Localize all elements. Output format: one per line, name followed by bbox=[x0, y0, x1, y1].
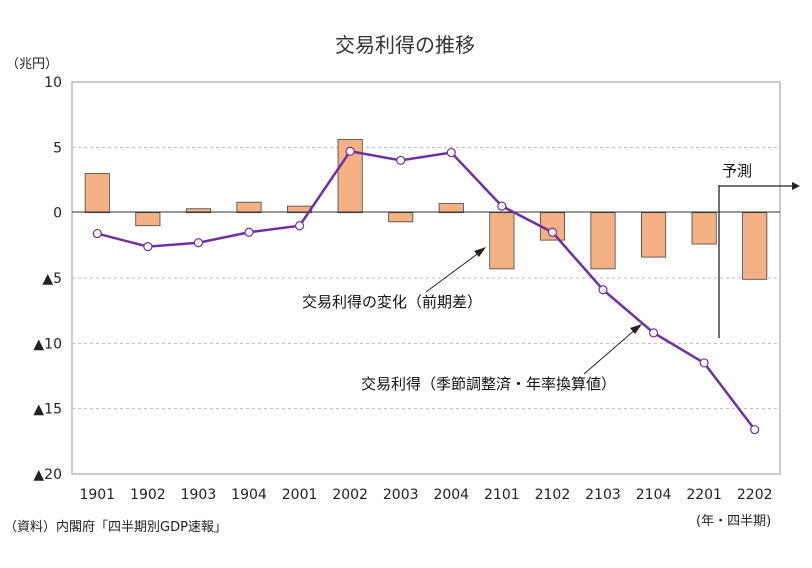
line-series bbox=[92, 146, 760, 435]
line-point bbox=[193, 238, 204, 248]
bar-annotation-arrow-line bbox=[425, 251, 481, 293]
x-tick-label: 2104 bbox=[636, 487, 672, 503]
line-point bbox=[396, 155, 406, 165]
bar bbox=[691, 212, 717, 245]
line-point bbox=[294, 221, 305, 231]
source-note: （資料）内閣府「四半期別GDP速報」 bbox=[4, 519, 227, 535]
line-point bbox=[497, 201, 507, 211]
bar bbox=[742, 212, 768, 280]
x-tick-label: 1902 bbox=[130, 487, 166, 503]
gridlines bbox=[72, 146, 780, 410]
bar-series-label: 交易利得の変化（前期差） bbox=[302, 293, 482, 311]
bar bbox=[236, 201, 262, 214]
line-point bbox=[143, 242, 153, 252]
line-point bbox=[92, 228, 102, 239]
y-tick-label: ▲15 bbox=[33, 402, 62, 418]
bar-annotation-arrowhead bbox=[474, 247, 486, 257]
y-tick-label: 5 bbox=[53, 140, 62, 156]
y-tick-label: ▲20 bbox=[33, 467, 62, 483]
x-tick-label: 2201 bbox=[686, 487, 722, 503]
forecast-arrowhead bbox=[792, 182, 800, 190]
bar bbox=[438, 203, 464, 214]
line-point bbox=[598, 285, 608, 295]
line-point bbox=[699, 358, 709, 368]
line-point bbox=[750, 424, 760, 435]
x-tick-label: 2202 bbox=[737, 487, 773, 503]
bar-series bbox=[84, 139, 768, 280]
bar bbox=[388, 212, 414, 223]
x-axis-unit: (年・四半期) bbox=[696, 514, 771, 529]
line-point bbox=[446, 147, 456, 158]
bar bbox=[641, 212, 667, 258]
x-tick-label: 2001 bbox=[282, 487, 318, 503]
x-tick-label: 2102 bbox=[535, 487, 571, 503]
bar bbox=[135, 212, 161, 227]
x-tick-label: 2003 bbox=[383, 487, 419, 503]
line-point bbox=[648, 328, 659, 338]
x-tick-label: 1903 bbox=[181, 487, 217, 503]
line-annotation-arrowhead bbox=[630, 324, 642, 334]
line-point bbox=[547, 227, 558, 237]
y-tick-label: 10 bbox=[44, 75, 62, 91]
bar bbox=[84, 173, 110, 214]
x-tick-labels: 1901 1902 1903 1904 2001 2002 2003 2004 2101 2102… bbox=[79, 487, 772, 503]
line-series-label: 交易利得（季節調整済・年率換算値） bbox=[361, 375, 616, 393]
forecast-label: 予測 bbox=[722, 162, 752, 180]
bar bbox=[185, 208, 211, 214]
line-annotation-arrow-line bbox=[583, 328, 637, 375]
x-tick-label: 1904 bbox=[231, 487, 267, 503]
y-tick-label: ▲5 bbox=[42, 271, 62, 287]
y-tick-label: ▲10 bbox=[33, 336, 62, 352]
line-point bbox=[244, 227, 254, 237]
y-tick-labels: 10 5 0 ▲5 ▲10 ▲15 ▲20 bbox=[33, 75, 62, 483]
x-tick-label: 1901 bbox=[79, 487, 115, 503]
x-tick-label: 2002 bbox=[332, 487, 368, 503]
series-line bbox=[96, 149, 756, 431]
line-point bbox=[345, 146, 355, 156]
x-tick-label: 2101 bbox=[484, 487, 520, 503]
y-tick-label: 0 bbox=[53, 206, 62, 222]
y-axis-unit: （兆円） bbox=[6, 57, 58, 72]
chart-title: 交易利得の推移 bbox=[335, 33, 475, 57]
bar bbox=[590, 212, 616, 270]
x-tick-label: 2103 bbox=[585, 487, 621, 503]
x-tick-label: 2004 bbox=[433, 487, 469, 503]
bar bbox=[489, 212, 515, 270]
